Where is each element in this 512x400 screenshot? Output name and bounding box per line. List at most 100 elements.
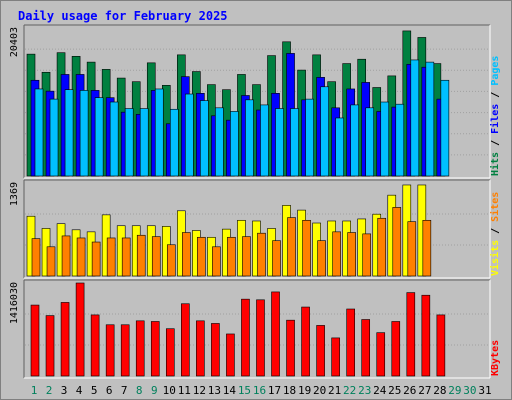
x-tick-label: 13 (208, 384, 221, 397)
legend-kbytes: KBytes (490, 340, 501, 376)
bar-pages-day-12 (200, 100, 209, 177)
bar-pages-day-25 (395, 103, 405, 177)
y-max-label: 20403 (9, 27, 20, 57)
bar-sites-day-7 (121, 237, 131, 277)
bar-sites-day-17 (272, 240, 281, 277)
x-tick-label: 21 (328, 384, 341, 397)
x-tick-label: 9 (151, 384, 158, 397)
x-tick-label: 5 (91, 384, 98, 397)
bar-sites-day-16 (257, 232, 266, 277)
bar-kbytes-day-18 (286, 319, 295, 377)
panel-hits-files-pages: 20403 Hits / Files / Pages (9, 24, 501, 179)
x-tick-label: 8 (136, 384, 143, 397)
bar-pages-day-9 (154, 88, 164, 177)
bar-kbytes-day-10 (165, 328, 175, 377)
bar-pages-day-7 (124, 108, 134, 177)
bar-pages-day-22 (350, 104, 359, 177)
bar-pages-day-11 (185, 93, 194, 177)
bar-pages-day-5 (94, 97, 104, 177)
legend-hits-files-pages: Hits / Files / Pages (489, 56, 501, 176)
x-tick-label: 25 (388, 384, 401, 397)
x-tick-label: 15 (238, 384, 251, 397)
bar-kbytes-day-17 (271, 291, 280, 377)
bar-pages-day-23 (365, 107, 375, 177)
x-tick-label: 22 (343, 384, 356, 397)
x-tick-label: 2 (46, 384, 53, 397)
bar-sites-day-4 (76, 237, 86, 277)
bar-kbytes-day-27 (421, 294, 431, 377)
bar-kbytes-day-4 (75, 282, 85, 377)
bar-sites-day-11 (182, 232, 191, 277)
bar-pages-day-4 (79, 90, 89, 177)
legend-visits-sites: Visits / Sites (489, 192, 501, 276)
x-tick-label: 12 (193, 384, 206, 397)
bar-sites-day-22 (347, 232, 356, 277)
bar-pages-day-20 (320, 86, 329, 177)
x-tick-label: 7 (121, 384, 128, 397)
bar-sites-day-3 (61, 235, 71, 277)
bar-sites-day-1 (31, 238, 41, 277)
legend-entry: Visits (489, 240, 501, 276)
bar-kbytes-day-3 (60, 302, 70, 377)
bar-pages-day-15 (245, 99, 254, 177)
bar-kbytes-day-20 (316, 325, 325, 377)
legend-entry: KBytes (490, 340, 501, 376)
bar-sites-day-6 (106, 237, 116, 277)
x-tick-label: 6 (106, 384, 113, 397)
bar-pages-day-14 (230, 111, 239, 177)
bar-kbytes-day-25 (391, 321, 401, 377)
bar-pages-day-1 (34, 88, 44, 177)
bar-pages-day-3 (64, 89, 74, 177)
legend-entry: / (490, 86, 501, 104)
bar-pages-day-10 (169, 108, 179, 177)
bar-pages-day-26 (410, 59, 420, 177)
legend-entry: Sites (489, 192, 501, 222)
bar-kbytes-day-16 (256, 299, 265, 377)
x-tick-label: 18 (283, 384, 296, 397)
bar-kbytes-day-9 (150, 321, 160, 377)
bar-pages-day-2 (49, 98, 59, 177)
x-tick-label: 20 (313, 384, 326, 397)
legend-entry: / (490, 222, 501, 240)
bar-sites-day-20 (317, 240, 326, 277)
bar-sites-day-12 (197, 236, 206, 277)
x-tick-label: 27 (418, 384, 431, 397)
x-tick-label: 19 (298, 384, 311, 397)
legend-entry: Hits (489, 152, 501, 176)
bar-kbytes-day-14 (226, 333, 235, 377)
y-max-label: 1369 (9, 182, 20, 206)
x-tick-label: 31 (478, 384, 491, 397)
x-tick-label: 17 (268, 384, 281, 397)
bar-sites-day-18 (287, 217, 296, 277)
bar-kbytes-day-6 (105, 324, 115, 377)
bar-sites-day-15 (242, 236, 251, 277)
bar-kbytes-day-5 (90, 314, 100, 377)
x-tick-label: 10 (163, 384, 176, 397)
x-tick-label: 28 (433, 384, 446, 397)
bar-pages-day-18 (290, 108, 299, 177)
bar-pages-day-13 (215, 107, 224, 177)
bar-kbytes-day-19 (301, 306, 310, 377)
bar-pages-day-28 (440, 79, 450, 177)
bar-kbytes-day-13 (211, 323, 220, 377)
bar-kbytes-day-26 (406, 292, 416, 377)
bar-pages-day-24 (380, 101, 390, 177)
bar-pages-day-16 (260, 104, 269, 177)
bar-kbytes-day-1 (30, 304, 40, 377)
x-tick-label: 30 (463, 384, 476, 397)
bar-sites-day-5 (91, 241, 101, 277)
panel-kbytes: 1416030 KBytes (9, 279, 501, 379)
legend-entry: Files (489, 104, 501, 134)
x-tick-label: 11 (178, 384, 191, 397)
bar-sites-day-19 (302, 219, 311, 277)
bar-pages-day-17 (275, 108, 284, 177)
bar-sites-day-10 (166, 244, 176, 277)
x-tick-label: 14 (223, 384, 237, 397)
bar-sites-day-9 (151, 236, 161, 277)
bar-sites-day-21 (332, 231, 341, 277)
bar-kbytes-day-24 (376, 332, 386, 377)
bar-sites-day-13 (212, 246, 221, 277)
chart-title: Daily usage for February 2025 (18, 9, 228, 23)
